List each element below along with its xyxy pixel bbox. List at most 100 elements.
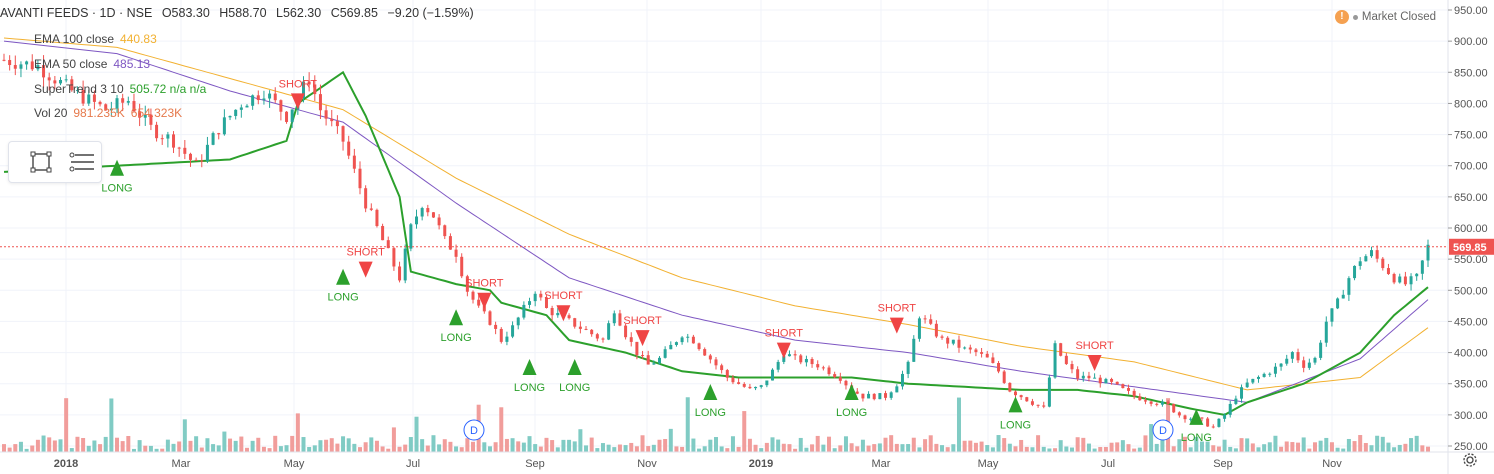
volume-bar — [832, 448, 837, 452]
volume-bar — [1335, 447, 1340, 452]
candle-body — [1324, 321, 1328, 343]
volume-bar — [1341, 448, 1346, 452]
volume-bar — [358, 447, 362, 452]
volume-bar — [510, 438, 515, 452]
candle-body — [1223, 414, 1227, 419]
volume-bar — [41, 435, 46, 452]
candle-body — [895, 386, 899, 393]
candle-body — [663, 349, 667, 358]
volume-bar — [928, 435, 933, 452]
volume-bar — [1284, 441, 1289, 452]
candle-body — [1206, 418, 1210, 427]
volume-bar — [1352, 441, 1357, 452]
ema50-label: EMA 50 close — [34, 57, 108, 71]
volume-bar — [341, 436, 346, 452]
time-tick-label: 2018 — [54, 458, 78, 470]
volume-bar — [1064, 446, 1069, 452]
candle-body — [369, 208, 373, 210]
candle-body — [30, 61, 34, 70]
volume-bar — [883, 437, 888, 452]
candle-body — [1347, 278, 1351, 295]
candle-body — [256, 95, 260, 101]
volume-bar — [437, 444, 442, 452]
volume-bar — [708, 439, 713, 452]
candle-body — [285, 111, 289, 122]
volume-bar — [24, 448, 29, 452]
candle-body — [686, 336, 690, 338]
volume-bar — [1047, 448, 1052, 452]
volume-bar — [1120, 440, 1125, 452]
short-label: SHORT — [878, 303, 917, 315]
volume-bar — [894, 443, 899, 452]
volume-bar — [267, 448, 272, 452]
price-tick-label: 750.00 — [1454, 130, 1488, 142]
volume-bar — [1426, 446, 1430, 452]
price-tick-label: 500.00 — [1454, 285, 1488, 297]
volume-bar — [1363, 443, 1368, 452]
candle-body — [1262, 373, 1266, 377]
symbol-name[interactable]: AVANTI FEEDS · 1D · NSE — [0, 6, 153, 20]
volume-bar — [1086, 443, 1091, 452]
volume-bar — [448, 441, 453, 452]
volume-legend[interactable]: Vol 20 981.235K 654.323K — [34, 106, 182, 120]
volume-bar — [685, 397, 690, 452]
volume-bar — [617, 444, 622, 452]
volume-bar — [499, 407, 504, 452]
market-status[interactable]: ! Market Closed — [1334, 10, 1436, 24]
volume-bar — [1369, 445, 1374, 452]
volume-bar — [363, 442, 368, 452]
signal-markers: LONG SHORT LONG SHORT LONG SHORT LONG SHORT LONG… — [101, 78, 1211, 443]
candle-body — [1211, 426, 1215, 428]
volume-bar — [1188, 447, 1193, 452]
volume-bar — [278, 446, 283, 452]
volume-bar — [420, 439, 425, 452]
candle-body — [465, 276, 469, 292]
candle-body — [618, 313, 622, 326]
candle-body — [1019, 395, 1023, 398]
volume-bar — [52, 440, 57, 452]
volume-bar — [1403, 443, 1408, 452]
candle-body — [516, 317, 520, 326]
candle-body — [109, 108, 113, 111]
short-arrow — [635, 330, 650, 347]
volume-bar — [877, 443, 882, 452]
settings-gear-icon[interactable] — [1462, 452, 1478, 468]
candle-body — [307, 81, 311, 85]
supertrend-legend[interactable]: SuperTrend 3 10 505.72 n/a n/a — [34, 82, 206, 96]
volume-bar — [228, 438, 233, 452]
volume-bar — [47, 437, 52, 452]
candle-body — [1336, 298, 1340, 309]
candle-body — [951, 339, 955, 344]
candle-body — [793, 354, 797, 356]
volume-bar — [1346, 438, 1351, 452]
volume-bar — [98, 444, 103, 452]
candle-body — [1042, 405, 1046, 407]
candle-body — [782, 356, 786, 362]
long-arrow — [449, 309, 464, 326]
candle-body — [420, 208, 424, 217]
time-tick-label: Jul — [1101, 458, 1115, 470]
rectangle-tool-icon[interactable] — [29, 150, 53, 174]
volume-bar — [1183, 436, 1188, 452]
ema50-legend[interactable]: EMA 50 close 485.13 — [34, 57, 150, 71]
lines-tool-icon[interactable] — [69, 150, 94, 174]
volume-bar — [1002, 438, 1007, 452]
alert-icon: ! — [1334, 10, 1349, 24]
candle-body — [923, 318, 927, 320]
volume-bar — [1262, 444, 1267, 452]
ema100-legend[interactable]: EMA 100 close 440.83 — [34, 32, 157, 46]
candle-body — [409, 224, 413, 249]
volume-bar — [465, 438, 470, 452]
candle-body — [657, 357, 661, 364]
candle-body — [799, 355, 803, 363]
volume-bar — [544, 437, 549, 452]
candle-body — [940, 336, 944, 338]
candle-body — [426, 208, 430, 213]
candle-body — [714, 359, 718, 366]
candle-body — [889, 392, 893, 398]
volume-bar — [849, 443, 854, 452]
volume-bar — [425, 445, 430, 452]
